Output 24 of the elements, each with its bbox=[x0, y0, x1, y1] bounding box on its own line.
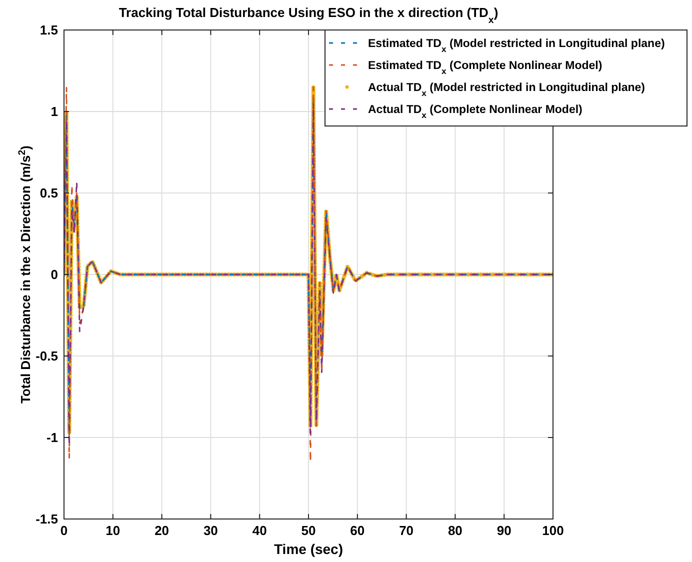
x-tick-label: 90 bbox=[496, 523, 512, 538]
legend-label: Actual TD$_{x}$ (Complete Nonlinear Model) bbox=[368, 104, 583, 120]
y-tick-label: -1.5 bbox=[36, 512, 58, 526]
x-tick-label: 20 bbox=[154, 523, 170, 538]
legend-label: Actual TD$_{x}$ (Model restricted in Longitudinal plane) bbox=[368, 82, 646, 98]
legend-label: Estimated TD$_{x}$ (Complete Nonlinear Model) bbox=[368, 60, 602, 76]
x-tick-label: 50 bbox=[301, 523, 316, 538]
y-tick-label: 1 bbox=[50, 104, 58, 119]
y-tick-label: -0.5 bbox=[36, 348, 58, 364]
legend-label: Estimated TD$_{x}$ (Model restricted in Longitudinal plane) bbox=[368, 38, 665, 54]
x-tick-label: 100 bbox=[542, 523, 564, 538]
y-tick-label: 0.5 bbox=[40, 186, 58, 200]
x-tick-label: 30 bbox=[203, 523, 218, 538]
x-tick-label: 40 bbox=[252, 523, 267, 538]
y-tick-label: 0 bbox=[50, 267, 58, 282]
x-tick-label: 0 bbox=[60, 523, 68, 538]
chart-title: Tracking Total Disturbance Using ESO in the x direction (TD$_{x}$) bbox=[118, 5, 498, 26]
x-axis-title: Time (sec) bbox=[274, 541, 343, 557]
y-tick-label: 1.5 bbox=[40, 22, 58, 38]
x-tick-label: 60 bbox=[350, 523, 365, 538]
x-tick-label: 70 bbox=[399, 523, 414, 538]
x-tick-label: 10 bbox=[106, 523, 120, 538]
x-tick-label: 80 bbox=[448, 523, 462, 538]
y-tick-label: -1 bbox=[46, 430, 58, 445]
